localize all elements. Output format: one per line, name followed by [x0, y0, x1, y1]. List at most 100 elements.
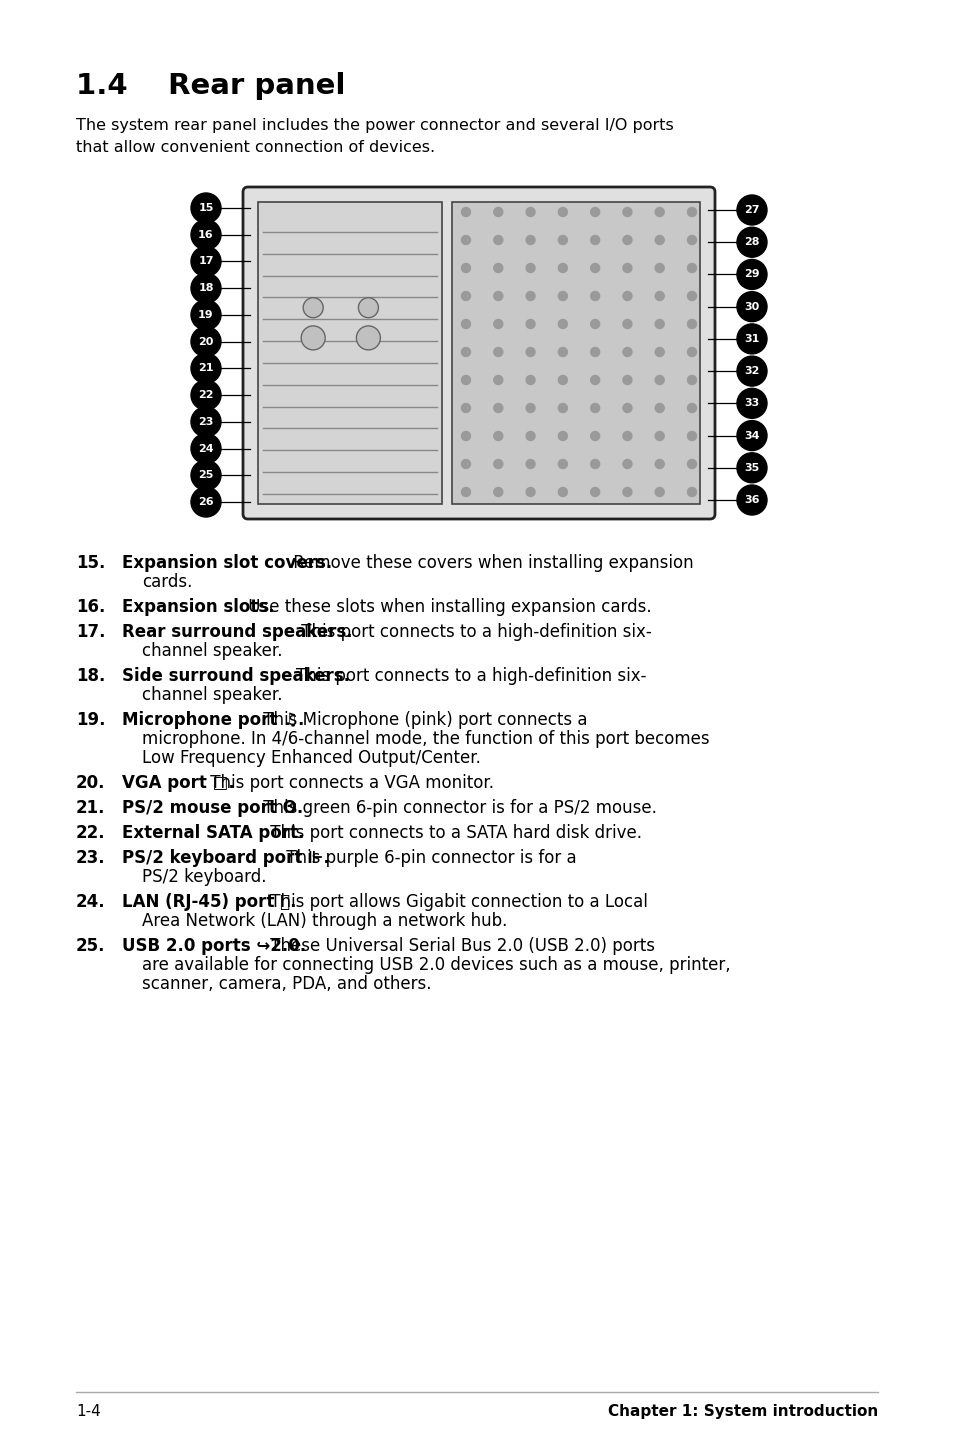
- Circle shape: [191, 220, 221, 250]
- Circle shape: [590, 460, 599, 469]
- Circle shape: [494, 460, 502, 469]
- Circle shape: [622, 348, 631, 357]
- Text: 35: 35: [743, 463, 759, 473]
- Circle shape: [191, 487, 221, 518]
- Circle shape: [590, 487, 599, 496]
- Circle shape: [655, 404, 663, 413]
- Text: This purple 6-pin connector is for a: This purple 6-pin connector is for a: [280, 848, 576, 867]
- Circle shape: [191, 273, 221, 303]
- Text: PS/2 keyboard port ⊩.: PS/2 keyboard port ⊩.: [122, 848, 330, 867]
- Circle shape: [622, 263, 631, 272]
- Text: This port connects to a high-definition six-: This port connects to a high-definition …: [295, 623, 651, 641]
- Text: 22.: 22.: [76, 824, 106, 843]
- Circle shape: [655, 431, 663, 440]
- Circle shape: [655, 292, 663, 301]
- Circle shape: [356, 326, 380, 349]
- Circle shape: [687, 348, 696, 357]
- Text: 24: 24: [198, 443, 213, 453]
- Text: 20: 20: [198, 336, 213, 347]
- Text: 25: 25: [198, 470, 213, 480]
- Circle shape: [590, 236, 599, 244]
- Text: 18.: 18.: [76, 667, 105, 684]
- Text: 19: 19: [198, 311, 213, 319]
- Circle shape: [622, 404, 631, 413]
- Text: 21.: 21.: [76, 800, 106, 817]
- Circle shape: [191, 407, 221, 437]
- Circle shape: [461, 460, 470, 469]
- Circle shape: [687, 263, 696, 272]
- Text: These Universal Serial Bus 2.0 (USB 2.0) ports: These Universal Serial Bus 2.0 (USB 2.0)…: [265, 938, 655, 955]
- Circle shape: [461, 319, 470, 328]
- Text: 23.: 23.: [76, 848, 106, 867]
- Circle shape: [558, 487, 567, 496]
- Circle shape: [558, 460, 567, 469]
- Text: 1.4    Rear panel: 1.4 Rear panel: [76, 72, 345, 101]
- Circle shape: [558, 263, 567, 272]
- Text: External SATA port.: External SATA port.: [122, 824, 304, 843]
- Text: LAN (RJ-45) port 豌.: LAN (RJ-45) port 豌.: [122, 893, 296, 912]
- Text: Rear surround speakers.: Rear surround speakers.: [122, 623, 353, 641]
- Circle shape: [525, 292, 535, 301]
- Text: This green 6-pin connector is for a PS/2 mouse.: This green 6-pin connector is for a PS/2…: [257, 800, 656, 817]
- Circle shape: [494, 348, 502, 357]
- Circle shape: [525, 319, 535, 328]
- Circle shape: [525, 487, 535, 496]
- Circle shape: [655, 263, 663, 272]
- Circle shape: [590, 263, 599, 272]
- Circle shape: [590, 292, 599, 301]
- Circle shape: [558, 319, 567, 328]
- Text: PS/2 keyboard.: PS/2 keyboard.: [142, 869, 266, 886]
- Circle shape: [525, 375, 535, 384]
- Text: 24.: 24.: [76, 893, 106, 912]
- Circle shape: [655, 460, 663, 469]
- Circle shape: [687, 487, 696, 496]
- Circle shape: [558, 431, 567, 440]
- Text: Area Network (LAN) through a network hub.: Area Network (LAN) through a network hub…: [142, 912, 507, 930]
- Bar: [257, 201, 441, 503]
- Text: 18: 18: [198, 283, 213, 293]
- Text: 31: 31: [743, 334, 759, 344]
- Circle shape: [622, 319, 631, 328]
- Circle shape: [525, 404, 535, 413]
- Circle shape: [461, 263, 470, 272]
- Circle shape: [622, 487, 631, 496]
- Circle shape: [461, 375, 470, 384]
- Circle shape: [494, 487, 502, 496]
- Text: 1-4: 1-4: [76, 1403, 101, 1419]
- Circle shape: [655, 207, 663, 217]
- Circle shape: [558, 375, 567, 384]
- Text: 34: 34: [743, 430, 759, 440]
- Text: Remove these covers when installing expansion: Remove these covers when installing expa…: [288, 554, 693, 572]
- Circle shape: [525, 348, 535, 357]
- Circle shape: [687, 207, 696, 217]
- Circle shape: [737, 357, 766, 387]
- Text: Microphone port ♫.: Microphone port ♫.: [122, 710, 304, 729]
- Text: 22: 22: [198, 390, 213, 400]
- Circle shape: [590, 207, 599, 217]
- Circle shape: [191, 460, 221, 490]
- Circle shape: [737, 324, 766, 354]
- Circle shape: [655, 375, 663, 384]
- Circle shape: [687, 404, 696, 413]
- Circle shape: [358, 298, 378, 318]
- Text: This port connects a VGA monitor.: This port connects a VGA monitor.: [205, 774, 494, 792]
- Text: cards.: cards.: [142, 572, 193, 591]
- Text: 19.: 19.: [76, 710, 106, 729]
- Circle shape: [737, 453, 766, 483]
- Circle shape: [622, 207, 631, 217]
- Text: PS/2 mouse port Θ.: PS/2 mouse port Θ.: [122, 800, 303, 817]
- Circle shape: [687, 431, 696, 440]
- Text: 16: 16: [198, 230, 213, 240]
- Text: 25.: 25.: [76, 938, 106, 955]
- Text: 30: 30: [743, 302, 759, 312]
- Text: USB 2.0 ports ↪2.0.: USB 2.0 ports ↪2.0.: [122, 938, 306, 955]
- Circle shape: [687, 460, 696, 469]
- Circle shape: [737, 388, 766, 418]
- Circle shape: [737, 485, 766, 515]
- Circle shape: [558, 404, 567, 413]
- Text: Expansion slots.: Expansion slots.: [122, 598, 274, 615]
- Circle shape: [687, 236, 696, 244]
- Circle shape: [191, 301, 221, 329]
- Circle shape: [558, 236, 567, 244]
- Text: Side surround speakers.: Side surround speakers.: [122, 667, 350, 684]
